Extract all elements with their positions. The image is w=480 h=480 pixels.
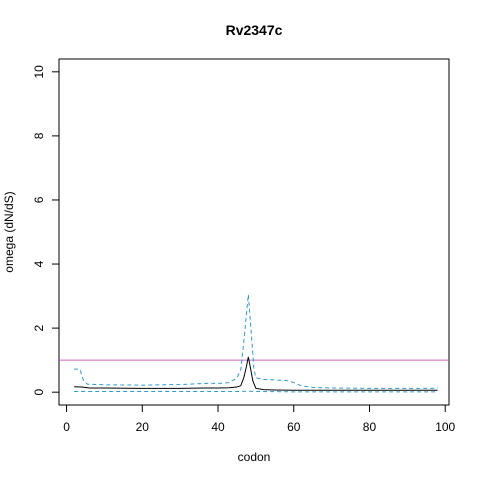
y-tick-label: 10 [32, 65, 46, 79]
y-tick-label: 8 [32, 132, 46, 139]
y-axis-label: omega (dN/dS) [2, 191, 16, 272]
x-axis-label: codon [238, 450, 271, 464]
series-layer [74, 294, 438, 393]
x-tick-label: 20 [136, 420, 150, 434]
y-tick-label: 0 [32, 389, 46, 396]
series-line-2 [74, 294, 438, 389]
y-axis: 0 2 4 6 8 10 [32, 65, 60, 396]
chart-title: Rv2347c [226, 22, 283, 38]
y-tick-label: 4 [32, 260, 46, 267]
x-tick-label: 0 [63, 420, 70, 434]
series-line-1 [74, 356, 438, 391]
x-tick-label: 60 [287, 420, 301, 434]
x-tick-label: 80 [363, 420, 377, 434]
x-axis: 0 20 40 60 80 100 [63, 404, 456, 434]
y-tick-label: 2 [32, 324, 46, 331]
series-line-3 [74, 390, 438, 393]
x-tick-label: 100 [435, 420, 455, 434]
y-tick-label: 6 [32, 196, 46, 203]
x-tick-label: 40 [211, 420, 225, 434]
